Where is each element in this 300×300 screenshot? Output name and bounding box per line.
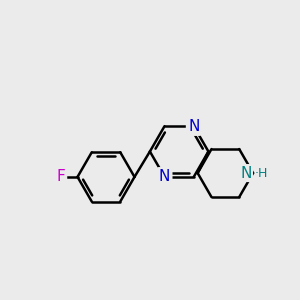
Text: F: F — [56, 169, 65, 184]
Text: N: N — [159, 169, 170, 184]
Text: N: N — [188, 119, 200, 134]
Text: N: N — [240, 166, 251, 181]
Text: ·H: ·H — [255, 167, 268, 180]
